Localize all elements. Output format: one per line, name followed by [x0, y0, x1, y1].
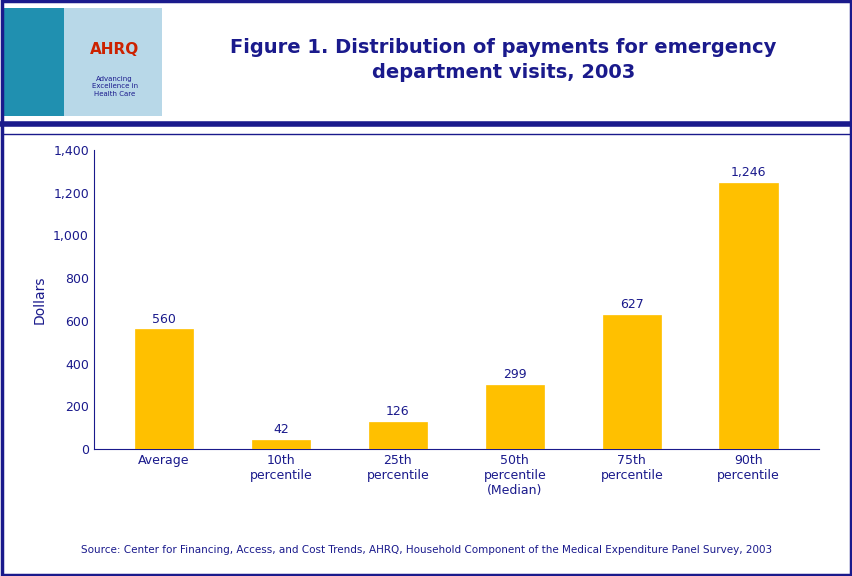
Bar [4, 8, 64, 116]
Text: 299: 299 [503, 369, 526, 381]
Bar [718, 183, 777, 449]
Bar [602, 315, 660, 449]
Text: 627: 627 [619, 298, 643, 311]
Text: 560: 560 [152, 313, 176, 325]
Text: 42: 42 [273, 423, 289, 437]
Text: 126: 126 [386, 406, 409, 419]
Text: Advancing
Excellence in
Health Care: Advancing Excellence in Health Care [91, 75, 138, 97]
Bar [64, 8, 162, 116]
Bar [368, 422, 427, 449]
Text: Figure 1. Distribution of payments for emergency
department visits, 2003: Figure 1. Distribution of payments for e… [230, 39, 775, 82]
Text: Source: Center for Financing, Access, and Cost Trends, AHRQ, Household Component: Source: Center for Financing, Access, an… [81, 545, 771, 555]
Y-axis label: Dollars: Dollars [32, 275, 46, 324]
Bar [135, 329, 193, 449]
Text: AHRQ: AHRQ [90, 41, 139, 56]
Bar [485, 385, 544, 449]
Text: 1,246: 1,246 [730, 166, 766, 179]
Bar [251, 440, 310, 449]
